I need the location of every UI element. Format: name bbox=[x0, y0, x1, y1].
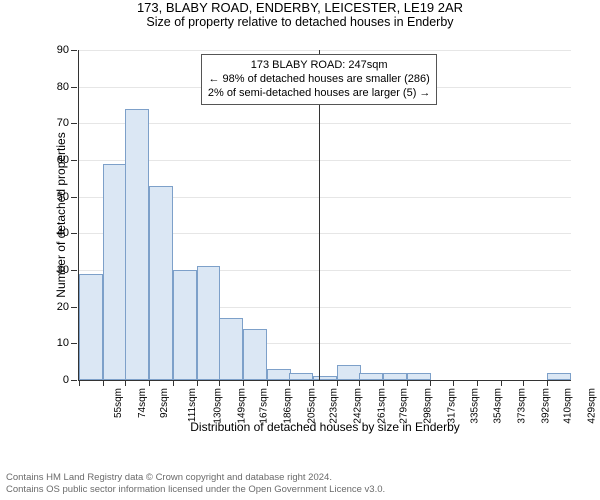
histogram-chart: Number of detached properties Distributi… bbox=[50, 44, 578, 424]
x-tick-label: 242sqm bbox=[353, 388, 364, 424]
histogram-bar bbox=[407, 373, 431, 380]
x-tick-label: 149sqm bbox=[236, 388, 247, 424]
x-tick-label: 92sqm bbox=[159, 388, 170, 418]
histogram-bar bbox=[243, 329, 267, 380]
histogram-bar bbox=[197, 266, 221, 380]
x-tick-label: 392sqm bbox=[540, 388, 551, 424]
x-tick-label: 186sqm bbox=[283, 388, 294, 424]
x-tick bbox=[79, 380, 80, 386]
x-tick bbox=[103, 380, 104, 386]
histogram-bar bbox=[337, 365, 361, 380]
x-tick bbox=[337, 380, 338, 386]
histogram-bar bbox=[79, 274, 103, 380]
y-tick bbox=[71, 123, 77, 124]
histogram-bar bbox=[547, 373, 571, 380]
histogram-bar bbox=[359, 373, 383, 380]
annotation-line-2: ← 98% of detached houses are smaller (28… bbox=[208, 73, 431, 87]
x-tick-label: 317sqm bbox=[447, 388, 458, 424]
x-tick bbox=[313, 380, 314, 386]
y-tick-label: 30 bbox=[57, 264, 69, 276]
histogram-bar bbox=[173, 270, 197, 380]
histogram-bar bbox=[289, 373, 313, 380]
histogram-bar bbox=[149, 186, 173, 380]
x-tick bbox=[453, 380, 454, 386]
y-tick-label: 10 bbox=[57, 337, 69, 349]
x-tick-label: 130sqm bbox=[212, 388, 223, 424]
y-tick bbox=[71, 307, 77, 308]
x-tick bbox=[430, 380, 431, 386]
footer-attribution: Contains HM Land Registry data © Crown c… bbox=[6, 472, 385, 496]
y-tick bbox=[71, 87, 77, 88]
y-tick-label: 40 bbox=[57, 227, 69, 239]
histogram-bar bbox=[103, 164, 127, 380]
x-tick-label: 335sqm bbox=[469, 388, 480, 424]
x-axis-label: Distribution of detached houses by size … bbox=[190, 420, 460, 434]
x-tick-label: 429sqm bbox=[587, 388, 598, 424]
y-tick-label: 20 bbox=[57, 301, 69, 313]
y-tick bbox=[71, 50, 77, 51]
y-tick-label: 60 bbox=[57, 154, 69, 166]
x-tick-label: 410sqm bbox=[563, 388, 574, 424]
y-tick-label: 70 bbox=[57, 117, 69, 129]
page-subtitle: Size of property relative to detached ho… bbox=[0, 15, 600, 29]
x-tick bbox=[523, 380, 524, 386]
x-tick-label: 261sqm bbox=[376, 388, 387, 424]
x-tick bbox=[243, 380, 244, 386]
x-tick bbox=[125, 380, 126, 386]
y-tick bbox=[71, 343, 77, 344]
x-tick bbox=[149, 380, 150, 386]
x-tick bbox=[407, 380, 408, 386]
histogram-bar bbox=[313, 376, 337, 380]
histogram-bar bbox=[267, 369, 291, 380]
x-tick bbox=[383, 380, 384, 386]
x-tick bbox=[501, 380, 502, 386]
x-tick bbox=[359, 380, 360, 386]
x-tick-label: 167sqm bbox=[259, 388, 270, 424]
x-tick-label: 298sqm bbox=[423, 388, 434, 424]
x-tick bbox=[547, 380, 548, 386]
x-tick-label: 354sqm bbox=[493, 388, 504, 424]
annotation-line-1: 173 BLABY ROAD: 247sqm bbox=[208, 59, 431, 73]
histogram-bar bbox=[219, 318, 243, 380]
y-tick bbox=[71, 380, 77, 381]
x-tick-label: 74sqm bbox=[137, 388, 148, 418]
x-tick-label: 279sqm bbox=[399, 388, 410, 424]
histogram-bar bbox=[125, 109, 149, 380]
x-tick-label: 373sqm bbox=[517, 388, 528, 424]
y-tick-label: 90 bbox=[57, 44, 69, 56]
y-tick bbox=[71, 197, 77, 198]
y-tick bbox=[71, 233, 77, 234]
x-tick bbox=[289, 380, 290, 386]
page-title: 173, BLABY ROAD, ENDERBY, LEICESTER, LE1… bbox=[0, 0, 600, 15]
gridline bbox=[79, 123, 571, 124]
annotation-line-3: 2% of semi-detached houses are larger (5… bbox=[208, 87, 431, 101]
x-tick bbox=[173, 380, 174, 386]
x-tick bbox=[197, 380, 198, 386]
x-tick bbox=[267, 380, 268, 386]
y-tick-label: 0 bbox=[63, 374, 69, 386]
plot-area: Number of detached properties Distributi… bbox=[78, 50, 571, 381]
footer-line-2: Contains OS public sector information li… bbox=[6, 484, 385, 496]
y-tick bbox=[71, 160, 77, 161]
gridline bbox=[79, 50, 571, 51]
y-tick-label: 50 bbox=[57, 191, 69, 203]
x-tick-label: 111sqm bbox=[187, 388, 198, 422]
histogram-bar bbox=[383, 373, 407, 380]
y-tick bbox=[71, 270, 77, 271]
x-tick-label: 223sqm bbox=[329, 388, 340, 424]
footer-line-1: Contains HM Land Registry data © Crown c… bbox=[6, 472, 385, 484]
y-tick-label: 80 bbox=[57, 81, 69, 93]
x-tick bbox=[477, 380, 478, 386]
x-tick-label: 205sqm bbox=[306, 388, 317, 424]
x-tick bbox=[219, 380, 220, 386]
x-tick-label: 55sqm bbox=[113, 388, 124, 418]
gridline bbox=[79, 160, 571, 161]
annotation-box: 173 BLABY ROAD: 247sqm← 98% of detached … bbox=[201, 54, 438, 105]
